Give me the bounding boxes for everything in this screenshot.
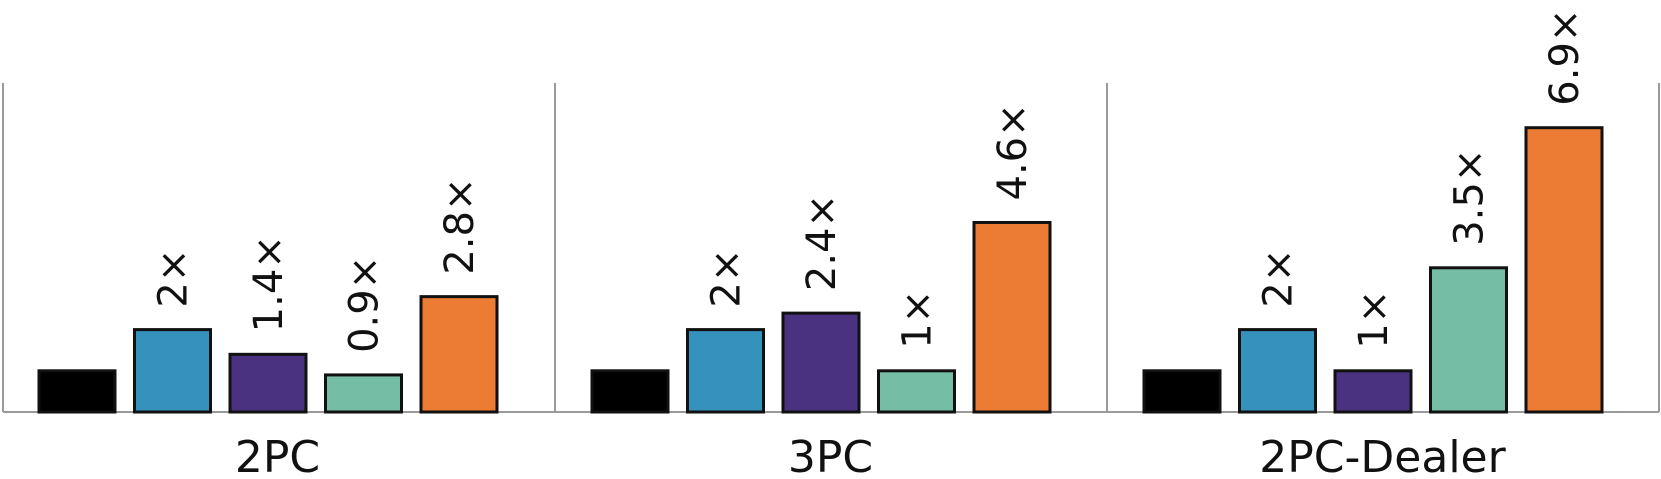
bar-2pc-2 (228, 352, 308, 414)
bar-2pc-4 (419, 295, 499, 414)
category-label: 3PC (788, 432, 873, 479)
bar-2pc-0 (37, 369, 117, 414)
data-label: 4.6× (990, 103, 1036, 200)
data-label: 2.8× (437, 177, 483, 274)
bar-3pc-4 (972, 220, 1052, 414)
category-label: 2PC (235, 432, 320, 479)
data-label: 2× (1256, 249, 1302, 308)
bar-2pc-dealer-2 (1333, 369, 1413, 414)
data-label: 1× (1351, 290, 1397, 349)
data-label: 3.5× (1447, 149, 1493, 246)
data-label: 2× (704, 249, 750, 308)
data-label: 1× (895, 290, 941, 349)
bar-2pc-3 (324, 373, 403, 414)
data-label: 6.9× (1542, 9, 1588, 106)
data-label: 2× (151, 249, 197, 308)
bar-2pc-dealer-1 (1238, 328, 1317, 414)
bar-3pc-1 (686, 328, 765, 414)
category-label: 2PC-Dealer (1259, 432, 1506, 479)
data-label: 0.9× (342, 256, 388, 353)
bar-2pc-1 (133, 328, 212, 414)
bar-3pc-0 (590, 369, 670, 414)
bar-3pc-3 (877, 369, 956, 414)
bar-2pc-dealer-3 (1429, 266, 1508, 414)
data-label: 2.4× (799, 194, 845, 291)
bar-3pc-2 (781, 311, 861, 414)
bar-2pc-dealer-4 (1524, 126, 1604, 414)
bar-2pc-dealer-0 (1142, 369, 1222, 414)
data-label: 1.4× (246, 235, 292, 332)
